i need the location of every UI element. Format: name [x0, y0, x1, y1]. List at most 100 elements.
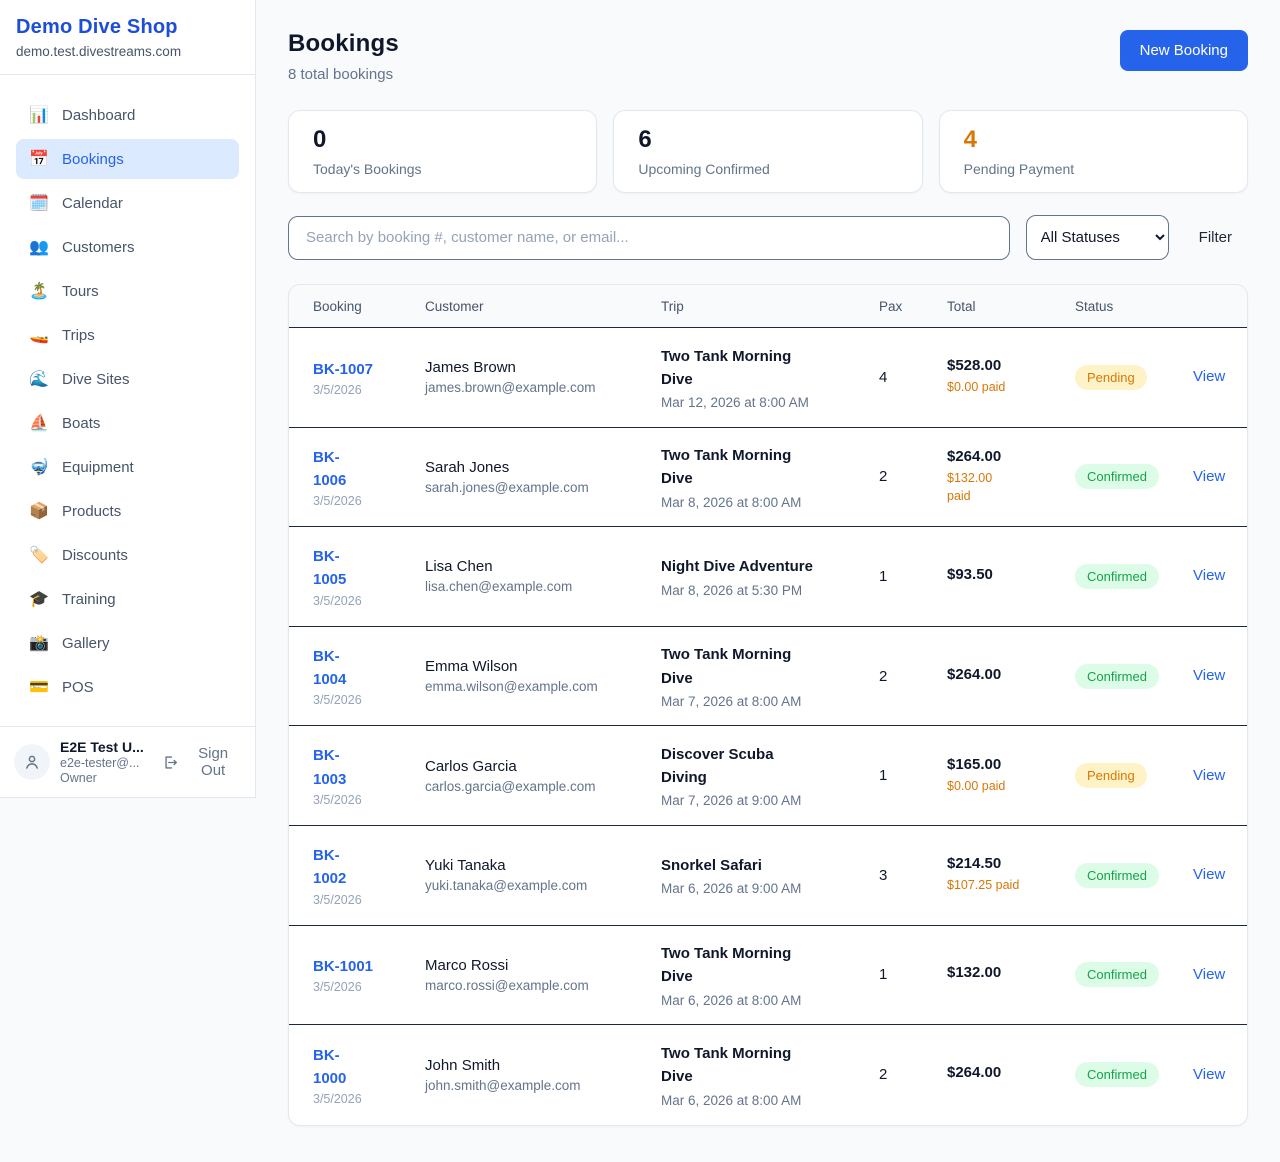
sidebar-item-discounts[interactable]: 🏷️ Discounts	[16, 535, 239, 575]
sidebar-item-bookings[interactable]: 📅 Bookings	[16, 139, 239, 179]
sidebar-item-gallery[interactable]: 📸 Gallery	[16, 623, 239, 663]
booking-id-link[interactable]: BK- 1006	[313, 448, 347, 489]
equipment-mask-icon: 🤿	[29, 459, 49, 476]
new-booking-button[interactable]: New Booking	[1119, 30, 1248, 71]
customer-email: john.smith@example.com	[425, 1077, 581, 1093]
trip-name: Night Dive Adventure	[661, 558, 813, 576]
paid-amount: $107.25 paid	[947, 878, 1020, 893]
user-role: Owner	[60, 771, 97, 785]
table-row: BK- 1003 3/5/2026 Carlos Garcia carlos.g…	[289, 726, 1247, 826]
trip-name: Snorkel Safari	[661, 857, 762, 875]
view-link[interactable]: View	[1193, 766, 1226, 784]
customer-name: Lisa Chen	[425, 558, 493, 576]
sidebar-item-equipment[interactable]: 🤿 Equipment	[16, 447, 239, 487]
paid-amount: $132.00 paid	[947, 470, 993, 504]
trip-datetime: Mar 6, 2026 at 9:00 AM	[661, 881, 802, 897]
sidebar-item-pos[interactable]: 💳 POS	[16, 667, 239, 707]
brand: Demo Dive Shop demo.test.divestreams.com	[0, 0, 255, 75]
customers-icon: 👥	[29, 239, 49, 256]
view-link[interactable]: View	[1193, 866, 1226, 884]
table-header-row: Booking Customer Trip Pax Total Status	[289, 285, 1247, 328]
logout-icon	[165, 755, 177, 769]
booking-date: 3/5/2026	[313, 1092, 362, 1107]
sidebar-item-boats[interactable]: ⛵ Boats	[16, 403, 239, 443]
total-amount: $93.50	[947, 565, 993, 583]
trip-name: Two Tank Morning Dive	[661, 447, 792, 488]
customer-email: james.brown@example.com	[425, 380, 596, 396]
status-badge: Confirmed	[1075, 663, 1159, 689]
total-amount: $264.00	[947, 1064, 1002, 1082]
trip-datetime: Mar 8, 2026 at 8:00 AM	[661, 494, 802, 510]
booking-id-link[interactable]: BK- 1000	[313, 1046, 347, 1087]
trip-name: Discover Scuba Diving	[661, 745, 774, 787]
status-badge: Confirmed	[1075, 962, 1159, 988]
sidebar-item-calendar[interactable]: 🗓️ Calendar	[16, 183, 239, 223]
sidebar-item-products[interactable]: 📦 Products	[16, 491, 239, 531]
view-link[interactable]: View	[1193, 1065, 1226, 1083]
stats-row: 0 Today's Bookings 6 Upcoming Confirmed …	[288, 110, 1248, 193]
trip-datetime: Mar 6, 2026 at 8:00 AM	[661, 1092, 802, 1108]
table-row: BK- 1005 3/5/2026 Lisa Chen lisa.chen@ex…	[289, 527, 1247, 627]
booking-id-link[interactable]: BK- 1002	[313, 847, 347, 888]
customer-email: lisa.chen@example.com	[425, 579, 573, 595]
booking-id-link[interactable]: BK- 1004	[313, 647, 347, 689]
sidebar-item-dive-sites[interactable]: 🌊 Dive Sites	[16, 359, 239, 399]
stat-card-todays-bookings: 0 Today's Bookings	[288, 110, 598, 193]
customer-name: Yuki Tanaka	[425, 857, 506, 875]
sidebar-item-label: Customers	[62, 238, 135, 256]
sidebar-item-dashboard[interactable]: 📊 Dashboard	[16, 95, 239, 135]
booking-id-link[interactable]: BK-1001	[313, 958, 374, 976]
booking-date: 3/5/2026	[313, 593, 362, 608]
tours-island-icon: 🏝️	[29, 283, 49, 300]
pax-count: 4	[879, 368, 888, 386]
sidebar-item-tours[interactable]: 🏝️ Tours	[16, 271, 239, 311]
trips-boat-icon: 🚤	[29, 327, 49, 344]
column-header-total: Total	[947, 298, 976, 314]
view-link[interactable]: View	[1193, 368, 1226, 386]
booking-id-link[interactable]: BK- 1003	[313, 747, 347, 788]
sidebar-item-label: Dashboard	[62, 106, 136, 124]
user-avatar	[14, 744, 50, 780]
training-grad-cap-icon: 🎓	[29, 591, 49, 608]
brand-name: Demo Dive Shop	[16, 16, 178, 38]
view-link[interactable]: View	[1193, 567, 1226, 585]
search-input[interactable]	[288, 215, 1010, 260]
trip-name: Two Tank Morning Dive	[661, 646, 792, 687]
discounts-tag-icon: 🏷️	[29, 547, 49, 564]
trip-datetime: Mar 12, 2026 at 8:00 AM	[661, 395, 809, 411]
view-link[interactable]: View	[1193, 965, 1226, 983]
status-badge: Confirmed	[1075, 1062, 1159, 1088]
table-row: BK- 1004 3/5/2026 Emma Wilson emma.wilso…	[289, 627, 1247, 727]
sidebar-item-label: Boats	[62, 414, 101, 432]
filter-button[interactable]: Filter	[1185, 229, 1248, 246]
status-select[interactable]: All Statuses	[1025, 215, 1169, 260]
sidebar-item-training[interactable]: 🎓 Training	[16, 579, 239, 619]
bookings-calendar-icon: 📅	[29, 151, 49, 168]
stat-label: Today's Bookings	[313, 161, 422, 177]
booking-id-link[interactable]: BK-1007	[313, 360, 374, 378]
booking-date: 3/5/2026	[313, 892, 362, 907]
trip-name: Two Tank Morning Dive	[661, 945, 792, 986]
sidebar-item-trips[interactable]: 🚤 Trips	[16, 315, 239, 355]
status-badge: Confirmed	[1075, 563, 1159, 589]
customer-email: carlos.garcia@example.com	[425, 778, 596, 794]
sidebar-item-label: Training	[62, 590, 116, 608]
booking-id-link[interactable]: BK- 1005	[313, 548, 347, 589]
sidebar-item-label: Bookings	[62, 150, 124, 168]
sidebar-item-customers[interactable]: 👥 Customers	[16, 227, 239, 267]
booking-date: 3/5/2026	[313, 980, 362, 995]
dashboard-chart-icon: 📊	[29, 107, 49, 124]
pax-count: 2	[879, 1066, 888, 1084]
sidebar-item-label: Trips	[62, 326, 95, 344]
booking-date: 3/5/2026	[313, 792, 362, 807]
sign-out-button[interactable]: Sign Out	[162, 745, 241, 779]
gallery-camera-icon: 📸	[29, 635, 49, 652]
customer-email: emma.wilson@example.com	[425, 679, 598, 695]
view-link[interactable]: View	[1193, 667, 1226, 685]
column-header-pax: Pax	[879, 298, 903, 314]
sidebar-item-label: Products	[62, 502, 122, 520]
customer-name: Emma Wilson	[425, 658, 518, 676]
pos-card-icon: 💳	[29, 679, 49, 696]
view-link[interactable]: View	[1193, 467, 1226, 485]
calendar-icon: 🗓️	[29, 195, 49, 212]
